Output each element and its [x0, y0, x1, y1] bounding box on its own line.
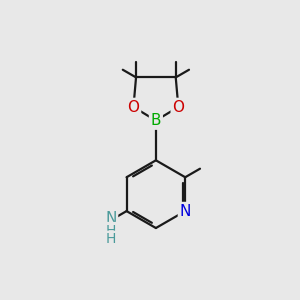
Text: N: N [105, 211, 116, 226]
Text: H: H [106, 232, 116, 246]
Text: H: H [106, 224, 116, 238]
Text: O: O [128, 100, 140, 115]
Text: N: N [179, 204, 191, 219]
Text: B: B [151, 113, 161, 128]
Text: O: O [172, 100, 184, 115]
